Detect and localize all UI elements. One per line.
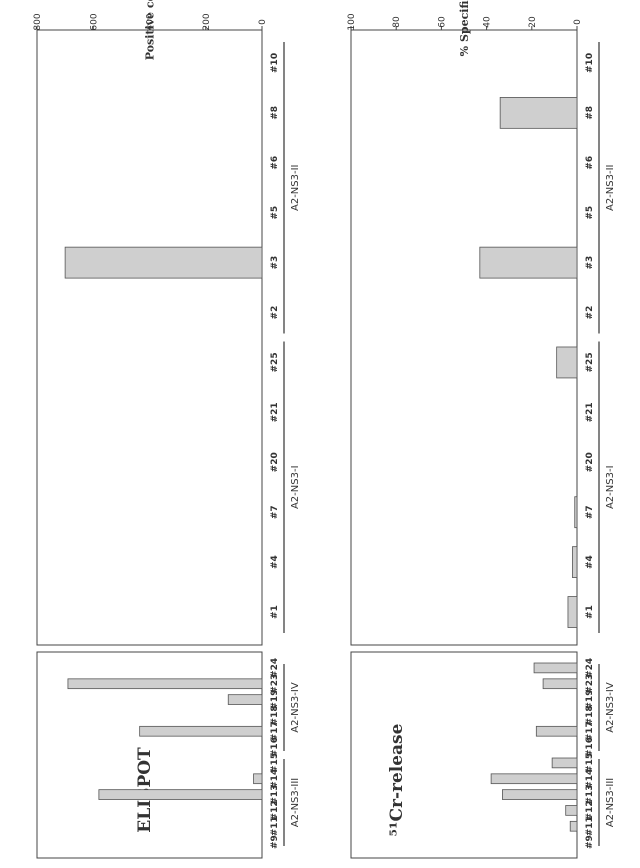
- axis-tick-label: 60: [437, 16, 447, 28]
- bar-p25: [557, 347, 577, 378]
- bar-p7: [575, 497, 577, 528]
- tick-label-p24: #24: [270, 658, 280, 678]
- chart-bottom-left: #1 #4 #7 #20 #21 #25 #2 #3 #5 #6 #8 #10 A2-NS3-I A2-N…: [347, 0, 616, 645]
- bar-p14: [491, 774, 577, 784]
- axis-tick-label: 40: [483, 16, 493, 28]
- tick-label-p10: #10: [270, 53, 280, 73]
- tick-label-p8: #8: [270, 106, 280, 120]
- axis-tick-label: 0: [573, 19, 583, 25]
- axis-tick-label: 200: [202, 13, 212, 30]
- tick-label-p2: #2: [270, 306, 280, 320]
- tick-label-p21: #21: [585, 402, 595, 422]
- tick-label-p2: #2: [585, 306, 595, 320]
- bar-p4: [572, 547, 577, 578]
- bar-p14: [254, 774, 262, 784]
- axis-tick-label: 0: [258, 19, 268, 25]
- tick-label-p5: #5: [585, 206, 595, 220]
- bar-p12: [566, 806, 577, 816]
- tick-label-p6: #6: [585, 156, 595, 170]
- axis-tick-label: 80: [392, 16, 402, 28]
- tick-label-p25: #25: [270, 352, 280, 372]
- tick-label-p8: #8: [585, 106, 595, 120]
- tick-label-p10: #10: [585, 53, 595, 73]
- tick-label-p1: #1: [270, 605, 280, 619]
- tick-label-p1: #1: [585, 605, 595, 619]
- bar-p19: [228, 695, 262, 705]
- axis-tick-label: 20: [528, 16, 538, 28]
- tick-label-p5: #5: [270, 206, 280, 220]
- tick-label-p20: #20: [270, 452, 280, 472]
- axis-tick-label: 800: [33, 13, 43, 30]
- bar-p23: [543, 679, 577, 689]
- bar-p24: [534, 663, 577, 673]
- side-label-cr-release: ⁵¹Cr-release: [387, 723, 407, 836]
- chart-panels: #1#4#7#20#21#25#2#3#5#6#8#10A2-NS3-IA2-N…: [33, 0, 616, 858]
- bar-p1: [568, 597, 577, 628]
- bar-p13: [99, 790, 262, 800]
- bar-p17: [536, 726, 577, 736]
- bar-p17: [140, 726, 262, 736]
- bar-p3: [480, 247, 577, 278]
- tick-label-p7: #7: [585, 505, 595, 519]
- tick-label-p21: #21: [270, 402, 280, 422]
- tick-label-p7: #7: [270, 505, 280, 519]
- group-label: A2-NS3-II: [605, 164, 616, 211]
- bar-p23: [68, 679, 262, 689]
- bar-p11: [570, 821, 577, 831]
- group-label: A2-NS3-IV: [290, 682, 301, 733]
- group-label: A2-NS3-IV: [605, 682, 616, 733]
- tick-label-p4: #4: [270, 555, 280, 569]
- bar-p13: [502, 790, 577, 800]
- plot-frame: [37, 30, 262, 645]
- tick-label-p3: #3: [585, 256, 595, 270]
- tick-label-p4: #4: [585, 555, 595, 569]
- bar-p3: [65, 247, 262, 278]
- tick-label-p25: #25: [585, 352, 595, 372]
- axis-title: Positive cells/10⁶: [144, 0, 157, 60]
- group-label: A2-NS3-III: [605, 778, 616, 827]
- chart-top-left: #1 #4 #7 #20 #21 #25 #2 #3 #5 #6 #8 #10 A2-NS3-I A2-N…: [33, 0, 301, 645]
- bar-p8: [500, 97, 577, 128]
- chart-top-right: #9#11#12#13#14#15#16#17#18#19#23#24A2-NS…: [37, 652, 301, 858]
- group-label: A2-NS3-I: [290, 465, 301, 509]
- axis-tick-label: 600: [89, 13, 99, 30]
- bar-p15: [552, 758, 577, 768]
- tick-label-p6: #6: [270, 156, 280, 170]
- group-label: A2-NS3-III: [290, 778, 301, 827]
- group-label: A2-NS3-I: [605, 465, 616, 509]
- axis-tick-label: 100: [347, 13, 357, 30]
- tick-label-p20: #20: [585, 452, 595, 472]
- tick-label-p24: #24: [585, 658, 595, 678]
- axis-title: % Specific Lysis: [458, 0, 471, 56]
- group-label: A2-NS3-II: [290, 164, 301, 211]
- tick-label-p3: #3: [270, 256, 280, 270]
